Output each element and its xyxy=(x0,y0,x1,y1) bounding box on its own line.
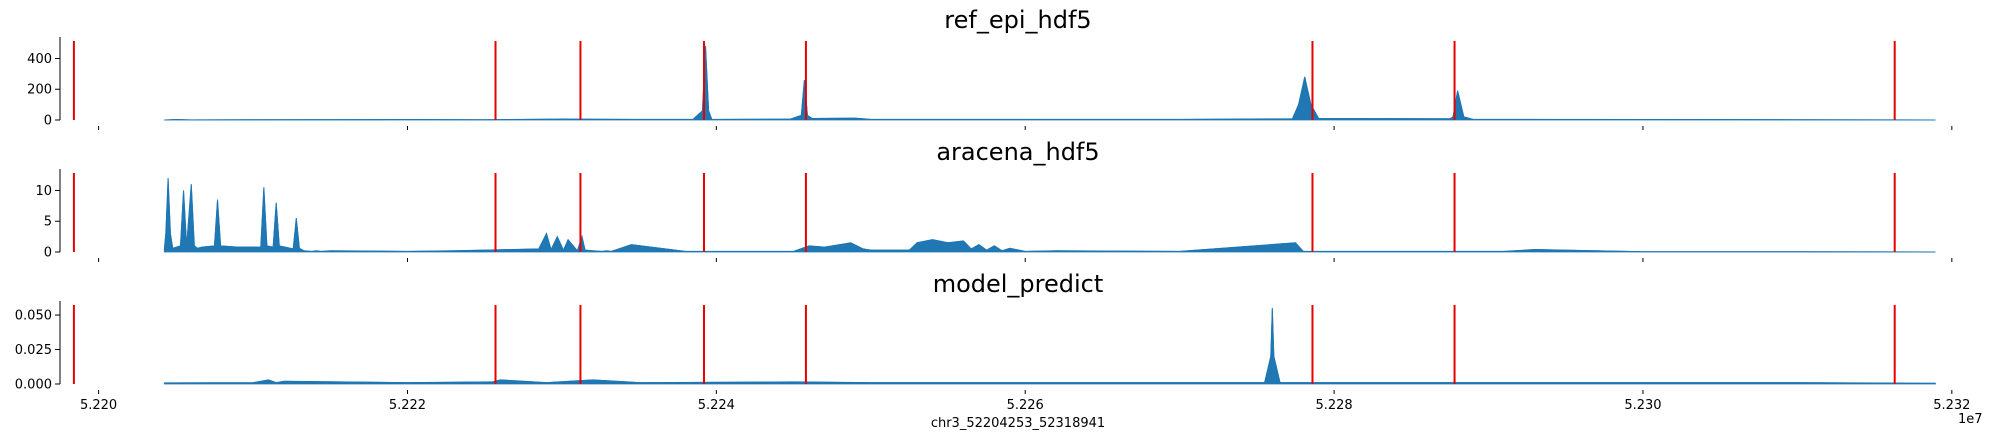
area-line xyxy=(164,46,1936,121)
y-axis-model-predict: 0.000 0.025 0.050 xyxy=(15,301,61,393)
area-fill xyxy=(163,308,1936,385)
x-axis-ticks-aracena-hdf5 xyxy=(98,258,1953,262)
panel-title-ref-epi-hdf5: ref_epi_hdf5 xyxy=(944,6,1091,34)
y-tick-label: 0 xyxy=(44,114,52,129)
area-series-ref-epi-hdf5 xyxy=(164,46,1936,121)
x-axis-ticks-ref-epi-hdf5 xyxy=(98,126,1953,130)
y-tick-label: 0 xyxy=(44,246,52,261)
y-tick-label: 10 xyxy=(35,184,52,199)
panel-title-aracena-hdf5: aracena_hdf5 xyxy=(936,138,1099,166)
x-tick-label: 5.232 xyxy=(1933,398,1970,413)
area-fill xyxy=(164,46,1936,121)
y-axis-ref-epi-hdf5: 0 200 400 xyxy=(27,37,61,129)
marker-lines-model-predict xyxy=(72,305,1896,384)
x-axis-model-predict: 5.220 5.222 5.224 5.226 5.228 5.230 5.232 xyxy=(80,390,1970,413)
panel-aracena-hdf5: aracena_hdf5 0 5 10 xyxy=(35,138,1953,262)
area-series-model-predict xyxy=(163,308,1936,385)
panel-title-model-predict: model_predict xyxy=(933,270,1104,298)
y-tick-label: 0.000 xyxy=(15,378,52,393)
x-tick-label: 5.222 xyxy=(389,398,426,413)
y-tick-label: 0.050 xyxy=(15,309,52,324)
x-axis-offset-label: 1e7 xyxy=(1958,412,1983,427)
y-tick-label: 5 xyxy=(44,215,52,230)
x-tick-label: 5.228 xyxy=(1315,398,1352,413)
area-series-aracena-hdf5 xyxy=(163,178,1936,253)
y-tick-label: 200 xyxy=(27,83,52,98)
y-axis-aracena-hdf5: 0 5 10 xyxy=(35,169,61,261)
marker-lines-ref-epi-hdf5 xyxy=(72,41,1896,120)
panel-model-predict: model_predict 0.000 0.025 0.050 5.220 5.222… xyxy=(15,270,1971,413)
x-tick-label: 5.226 xyxy=(1007,398,1044,413)
y-tick-label: 400 xyxy=(27,52,52,67)
marker-lines-aracena-hdf5 xyxy=(72,173,1896,252)
x-tick-label: 5.230 xyxy=(1624,398,1661,413)
x-tick-label: 5.224 xyxy=(698,398,735,413)
x-axis-label: chr3_52204253_52318941 xyxy=(931,416,1105,431)
area-fill xyxy=(163,178,1936,253)
panel-ref-epi-hdf5: ref_epi_hdf5 0 200 400 xyxy=(27,6,1953,130)
area-line xyxy=(163,178,1936,253)
y-tick-label: 0.025 xyxy=(15,343,52,358)
area-line xyxy=(164,308,1936,384)
x-tick-label: 5.220 xyxy=(80,398,117,413)
